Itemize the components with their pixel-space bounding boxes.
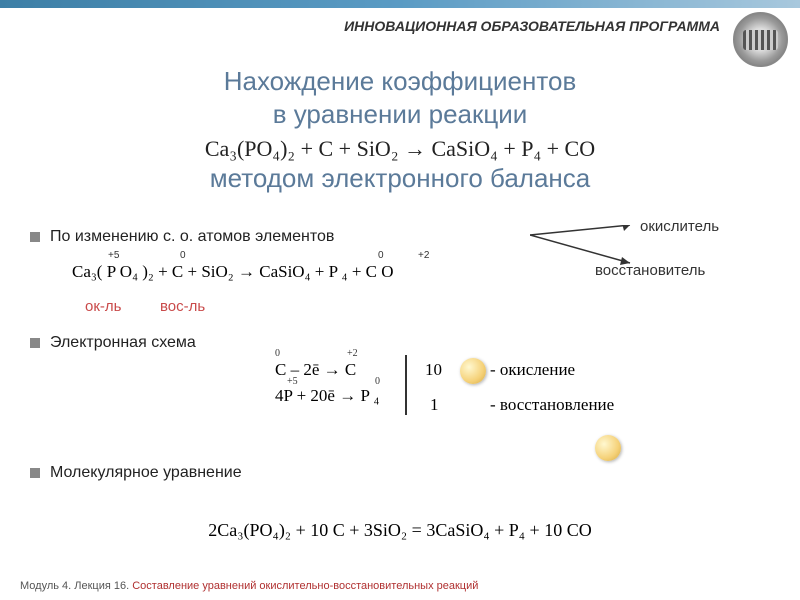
footer: Модуль 4. Лекция 16. Составление уравнен… bbox=[20, 580, 478, 592]
state-c1: 0 bbox=[180, 250, 186, 261]
s-p2: 0 bbox=[375, 376, 380, 387]
state-p2: 0 bbox=[378, 250, 384, 261]
header-bar bbox=[0, 0, 800, 8]
ratio-2: 1 bbox=[430, 395, 439, 415]
footer-prefix: Модуль 4. Лекция 16. bbox=[20, 580, 132, 592]
bullet-icon bbox=[30, 468, 40, 478]
ox-eq-text: Ca₃( P O₄ )₂ + C + SiO₂ → CaSiO₄ + P ₄ +… bbox=[72, 262, 394, 281]
ratio-1: 10 bbox=[425, 360, 442, 380]
s-c1: 0 bbox=[275, 348, 280, 359]
bullet-icon bbox=[30, 232, 40, 242]
vos-label: вос-ль bbox=[160, 298, 205, 315]
footer-red: Составление уравнений окислительно-восст… bbox=[132, 580, 478, 592]
reducer-label: восстановитель bbox=[595, 262, 705, 279]
state-c2: +2 bbox=[418, 250, 429, 261]
section-2-text: Электронная схема bbox=[50, 334, 196, 352]
title-line-1: Нахождение коэффициентов bbox=[0, 65, 800, 98]
s-p1: +5 bbox=[287, 376, 298, 387]
main-equation: Ca₃(PO₄)₂ + C + SiO₂ → CaSiO₄ + P₄ + CO bbox=[0, 136, 800, 162]
oxidizer-label: окислитель bbox=[640, 218, 719, 235]
oxidation-label: - окисление bbox=[490, 360, 575, 380]
university-logo bbox=[733, 12, 788, 67]
scheme-line-2: 4P + 20ē → P ₄ bbox=[275, 386, 379, 405]
ok-label: ок-ль bbox=[85, 298, 121, 315]
divider-bar bbox=[405, 355, 407, 415]
bullet-icon bbox=[30, 338, 40, 348]
oxidation-equation: Ca₃( P O₄ )₂ + C + SiO₂ → CaSiO₄ + P ₄ +… bbox=[72, 262, 394, 282]
state-p1: +5 bbox=[108, 250, 119, 261]
header-program-text: ИННОВАЦИОННАЯ ОБРАЗОВАТЕЛЬНАЯ ПРОГРАММА bbox=[344, 18, 720, 34]
s-c2: +2 bbox=[347, 348, 358, 359]
sphere-icon bbox=[595, 435, 621, 461]
reduction-label: - восстановление bbox=[490, 395, 614, 415]
title-line-3: методом электронного баланса bbox=[0, 162, 800, 195]
sphere-icon bbox=[460, 358, 486, 384]
electron-scheme: 0 +2 C – 2ē → C +5 0 4P + 20ē → P ₄ bbox=[275, 360, 379, 406]
section-3-text: Молекулярное уравнение bbox=[50, 464, 242, 482]
title-line-2: в уравнении реакции bbox=[0, 98, 800, 131]
slide-title: Нахождение коэффициентов в уравнении реа… bbox=[0, 65, 800, 195]
molecular-equation: 2Ca₃(PO₄)₂ + 10 C + 3SiO₂ = 3CaSiO₄ + P₄… bbox=[0, 520, 800, 541]
section-1-text: По изменению с. о. атомов элементов bbox=[50, 228, 334, 246]
